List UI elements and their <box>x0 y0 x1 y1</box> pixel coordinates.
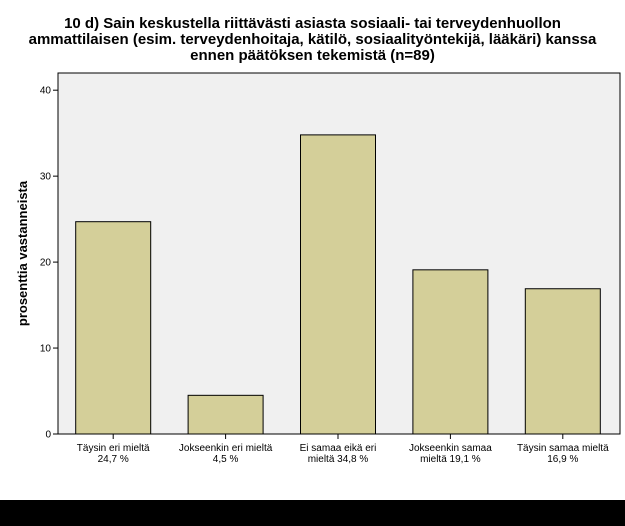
chart-title-line-2: ammattilaisen (esim. terveydenhoitaja, k… <box>28 31 597 48</box>
y-axis-label: prosenttia vastanneista <box>15 180 30 326</box>
bar-1 <box>75 221 152 435</box>
x-tick-label: 16,9 % <box>547 454 578 465</box>
x-tick-label: Täysin samaa mieltä <box>517 443 609 454</box>
x-tick-label: 24,7 % <box>98 454 129 465</box>
x-tick-label: 4,5 % <box>213 454 239 465</box>
x-tick-label: Täysin eri mieltä <box>77 443 150 454</box>
x-tick-label: mieltä 34,8 % <box>308 454 369 465</box>
y-tick-label: 30 <box>40 172 52 183</box>
chart-title: 10 d) Sain keskustella riittävästi asias… <box>0 16 625 64</box>
y-tick-label: 20 <box>40 258 52 269</box>
bar-4 <box>412 269 489 435</box>
y-tick-label: 10 <box>40 344 52 355</box>
bars-group <box>75 134 601 435</box>
bottom-black-bar <box>0 500 625 526</box>
bar-2 <box>187 394 264 435</box>
x-tick-label: Ei samaa eikä eri <box>300 443 377 454</box>
chart-title-line-1: 10 d) Sain keskustella riittävästi asias… <box>64 15 561 32</box>
bar-3 <box>300 134 376 435</box>
bar-5 <box>524 288 601 435</box>
chart-title-line-3: ennen päätöksen tekemistä (n=89) <box>190 47 435 64</box>
y-tick-label: 40 <box>40 86 52 97</box>
x-tick-label: Jokseenkin eri mieltä <box>179 443 273 454</box>
x-tick-label: mieltä 19,1 % <box>420 454 481 465</box>
y-axis: 0 10 20 30 40 <box>40 73 59 441</box>
y-tick-label: 0 <box>45 430 51 441</box>
x-tick-label: Jokseenkin samaa <box>409 443 492 454</box>
